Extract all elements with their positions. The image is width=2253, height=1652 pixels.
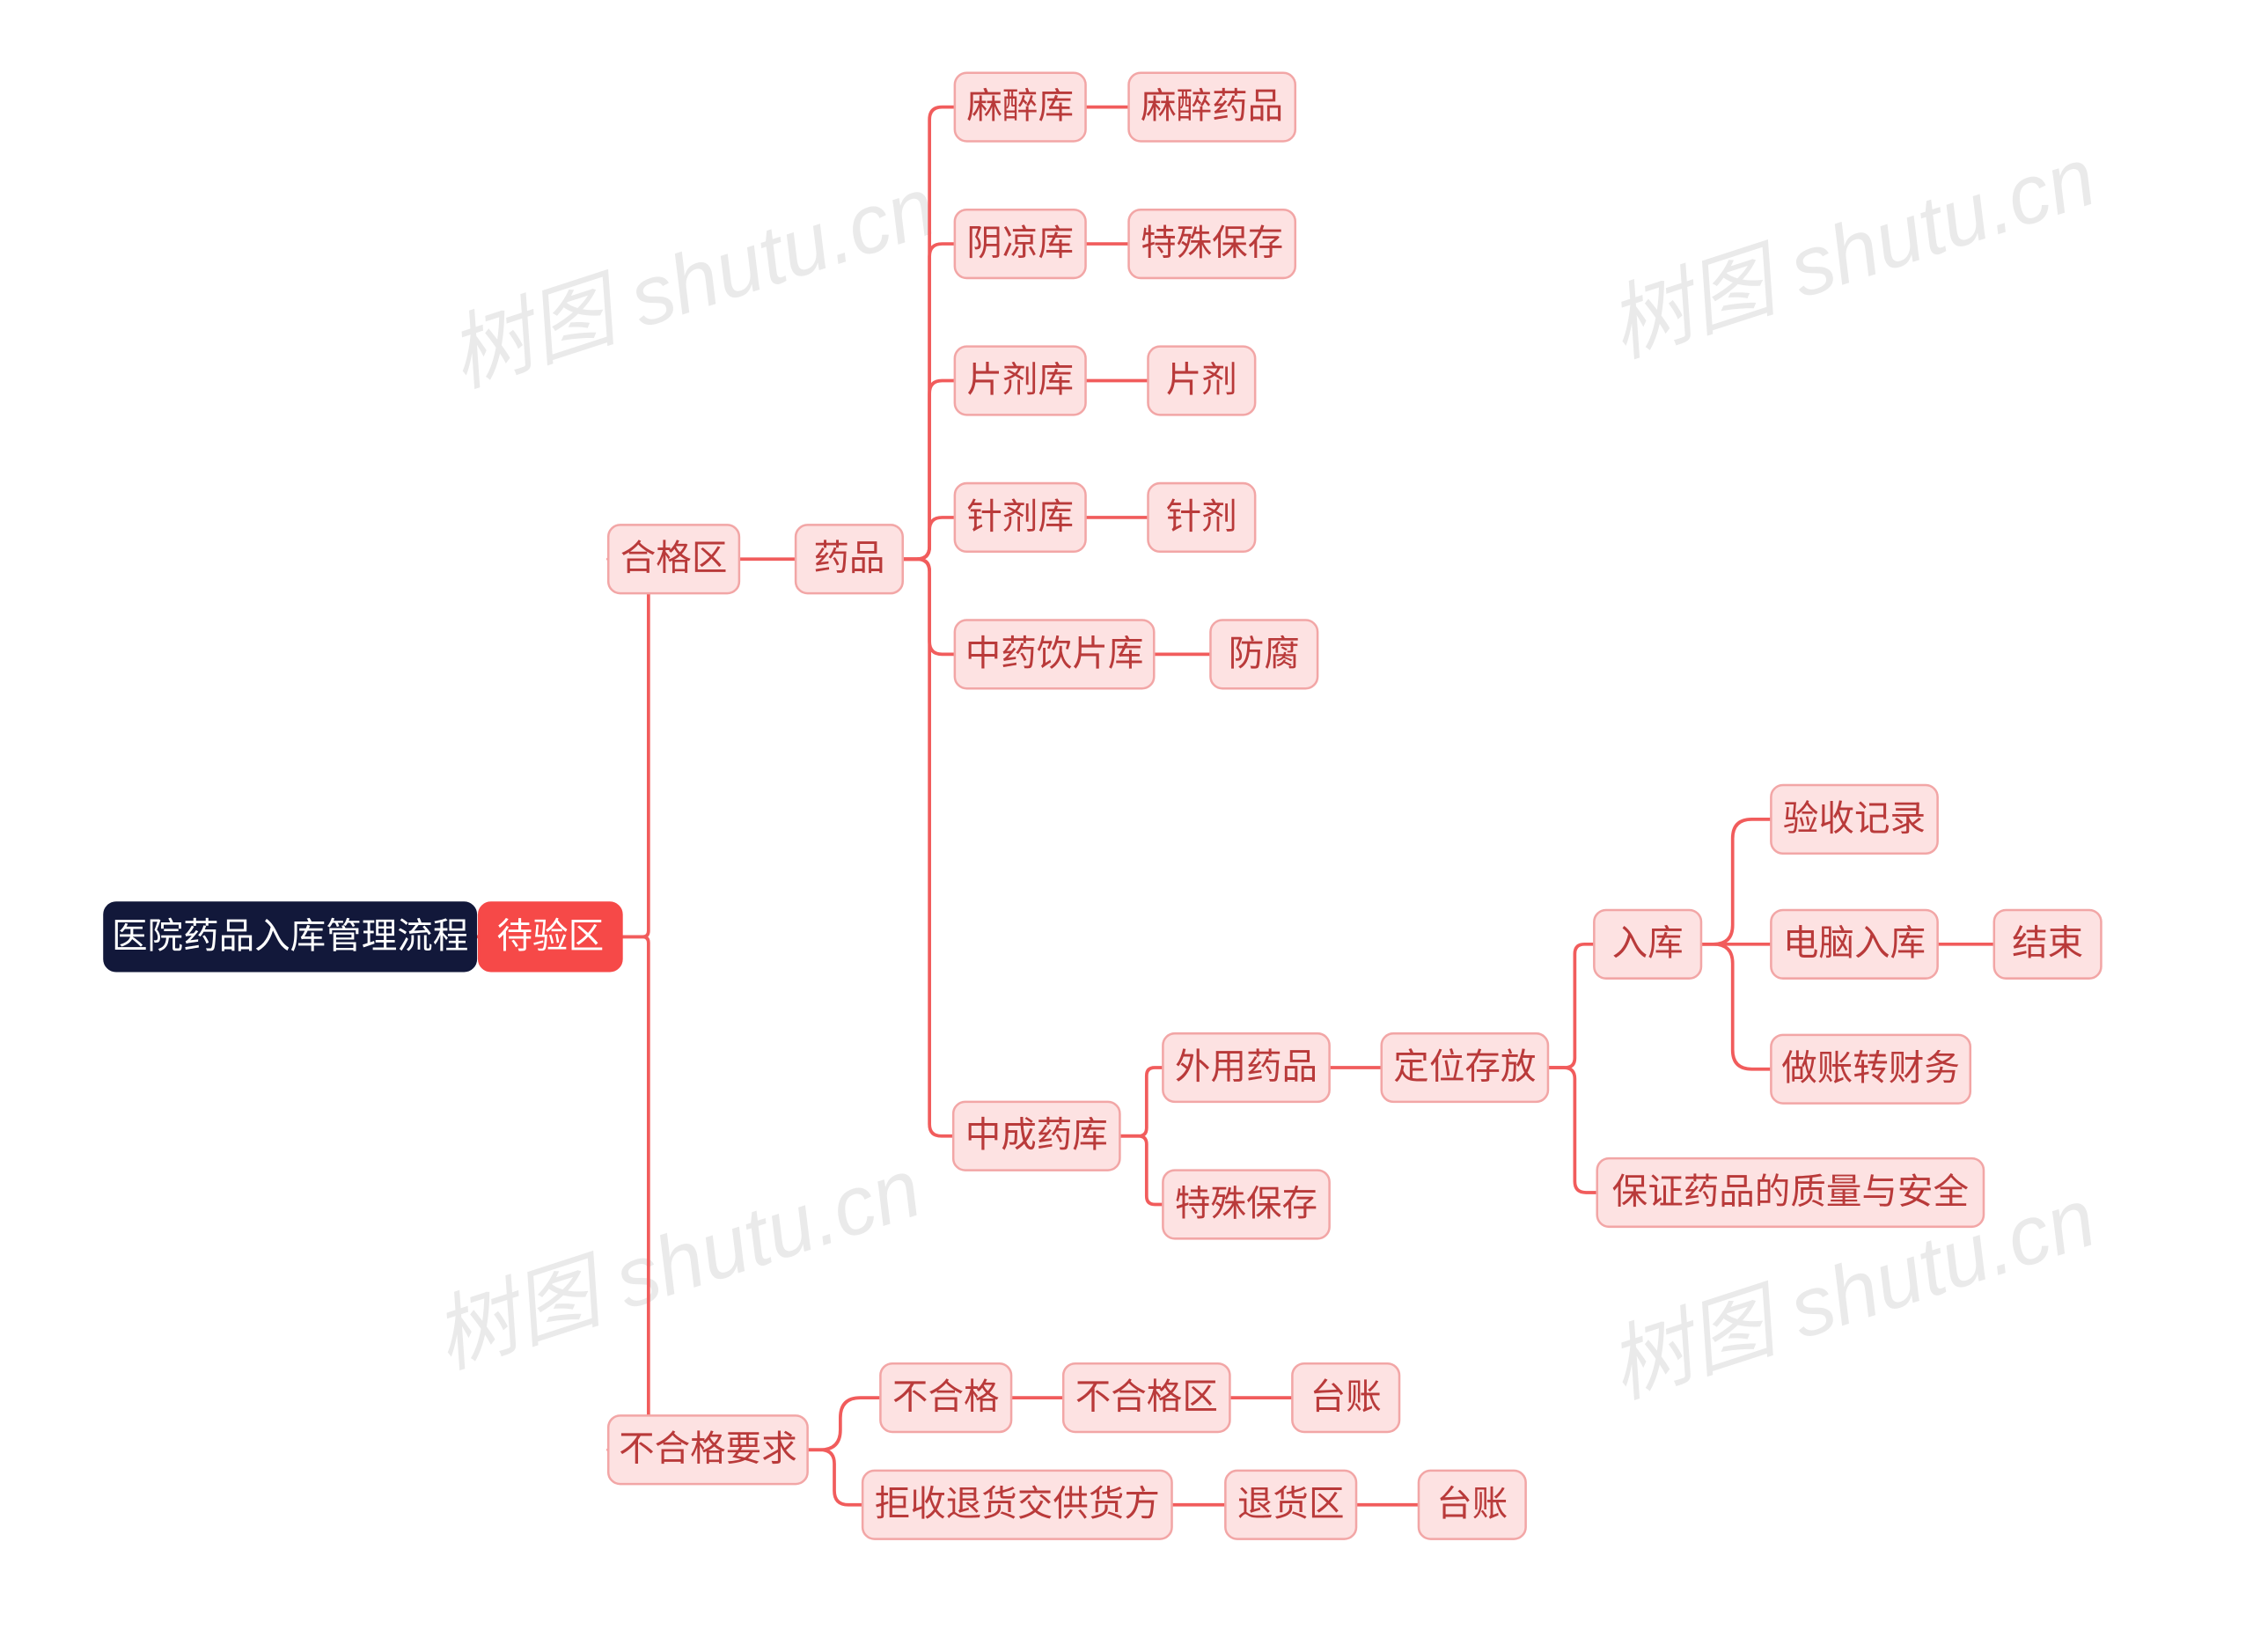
- node-label: 保证药品的质量与安全: [1612, 1171, 1969, 1211]
- node-jushou[interactable]: 拒收退货交供货方: [862, 1471, 1171, 1539]
- node-label: 不合格: [892, 1376, 1000, 1416]
- node-label: 做账转财务: [1781, 1047, 1960, 1088]
- edge: [608, 936, 654, 1450]
- node-label: 针剂: [1166, 496, 1237, 536]
- node-taizhang2[interactable]: 台账: [1419, 1471, 1526, 1539]
- watermark: 树图 shutu.cn: [438, 159, 947, 404]
- edge: [608, 559, 654, 936]
- node-diannao[interactable]: 电脑入库: [1771, 910, 1937, 979]
- node-waiting[interactable]: 待验区: [479, 903, 621, 972]
- node-root[interactable]: 医院药品入库管理流程: [104, 903, 475, 972]
- node-label: 合格区: [620, 538, 728, 578]
- watermark: 树图 shutu.cn: [1597, 130, 2106, 375]
- node-label: 中成药库: [965, 1114, 1108, 1155]
- node-zyypku[interactable]: 中药饮片库: [955, 620, 1154, 689]
- node-pianjiku[interactable]: 片剂库: [955, 347, 1086, 415]
- edge: [808, 1398, 881, 1450]
- node-label: 中药饮片库: [965, 633, 1144, 673]
- node-zhenji[interactable]: 针剂: [1148, 483, 1255, 552]
- node-yinliangku[interactable]: 阴凉库: [955, 209, 1086, 278]
- node-label: 医院药品入库管理流程: [112, 915, 468, 956]
- node-yanshou[interactable]: 验收记录: [1771, 785, 1937, 854]
- node-zcyk[interactable]: 中成药库: [953, 1102, 1119, 1171]
- node-label: 结束: [2012, 922, 2083, 963]
- node-pass_area[interactable]: 合格区: [608, 525, 739, 593]
- node-label: 特殊保存: [1175, 1183, 1317, 1223]
- node-zhenjiku[interactable]: 针剂库: [955, 483, 1086, 552]
- edge: [1701, 944, 1771, 1069]
- edge: [903, 559, 953, 1136]
- node-label: 片剂库: [966, 359, 1074, 400]
- node-label: 不合格区: [1075, 1376, 1218, 1416]
- node-zuozhang[interactable]: 做账转财务: [1771, 1035, 1970, 1104]
- node-mazuiyp[interactable]: 麻醉药品: [1129, 73, 1295, 142]
- edge: [808, 1450, 863, 1505]
- node-label: 药品: [813, 538, 884, 578]
- node-label: 不合格要求: [619, 1428, 797, 1469]
- node-label: 电脑入库: [1783, 922, 1926, 963]
- node-dingwei[interactable]: 定位存放: [1382, 1033, 1548, 1102]
- node-label: 入库: [1612, 922, 1684, 963]
- node-teshu1[interactable]: 特殊保存: [1129, 209, 1295, 278]
- node-label: 台账: [1310, 1376, 1382, 1416]
- node-ruku[interactable]: 入库: [1594, 910, 1701, 979]
- edge: [1548, 944, 1594, 1068]
- node-tuihuo[interactable]: 退货区: [1225, 1471, 1356, 1539]
- edge: [1119, 1136, 1163, 1205]
- node-label: 台账: [1436, 1483, 1508, 1524]
- node-label: 定位存放: [1393, 1046, 1536, 1086]
- node-label: 针剂库: [966, 496, 1074, 536]
- node-drugs[interactable]: 药品: [796, 525, 903, 593]
- node-label: 特殊保存: [1141, 222, 1283, 262]
- node-fail[interactable]: 不合格: [880, 1363, 1011, 1432]
- mindmap-canvas: 树图 shutu.cn树图 shutu.cn树图 shutu.cn树图 shut…: [0, 0, 2253, 1652]
- node-taizhang1[interactable]: 台账: [1292, 1363, 1399, 1432]
- node-pianji[interactable]: 片剂: [1148, 347, 1255, 415]
- node-label: 验收记录: [1783, 797, 1926, 838]
- node-label: 防腐: [1229, 633, 1300, 673]
- node-waiyong[interactable]: 外用药品: [1163, 1033, 1329, 1102]
- node-label: 外用药品: [1175, 1046, 1317, 1086]
- node-label: 待验区: [497, 915, 605, 956]
- node-baozheng[interactable]: 保证药品的质量与安全: [1597, 1158, 1984, 1227]
- node-fail_req[interactable]: 不合格要求: [608, 1415, 807, 1484]
- node-label: 阴凉库: [966, 222, 1074, 262]
- node-fail_area[interactable]: 不合格区: [1063, 1363, 1229, 1432]
- node-label: 片剂: [1166, 359, 1237, 400]
- node-label: 拒收退货交供货方: [875, 1483, 1160, 1524]
- node-fangfu[interactable]: 防腐: [1210, 620, 1317, 689]
- node-label: 麻醉药品: [1141, 85, 1283, 126]
- edge: [1548, 1068, 1597, 1193]
- node-label: 麻醉库: [966, 85, 1074, 126]
- node-mazuiku[interactable]: 麻醉库: [955, 73, 1086, 142]
- node-teshu2[interactable]: 特殊保存: [1163, 1171, 1329, 1239]
- watermark: 树图 shutu.cn: [423, 1141, 932, 1385]
- edge: [1119, 1068, 1163, 1136]
- node-label: 退货区: [1237, 1483, 1345, 1524]
- node-jieshu[interactable]: 结束: [1994, 910, 2102, 979]
- edge: [1701, 819, 1771, 944]
